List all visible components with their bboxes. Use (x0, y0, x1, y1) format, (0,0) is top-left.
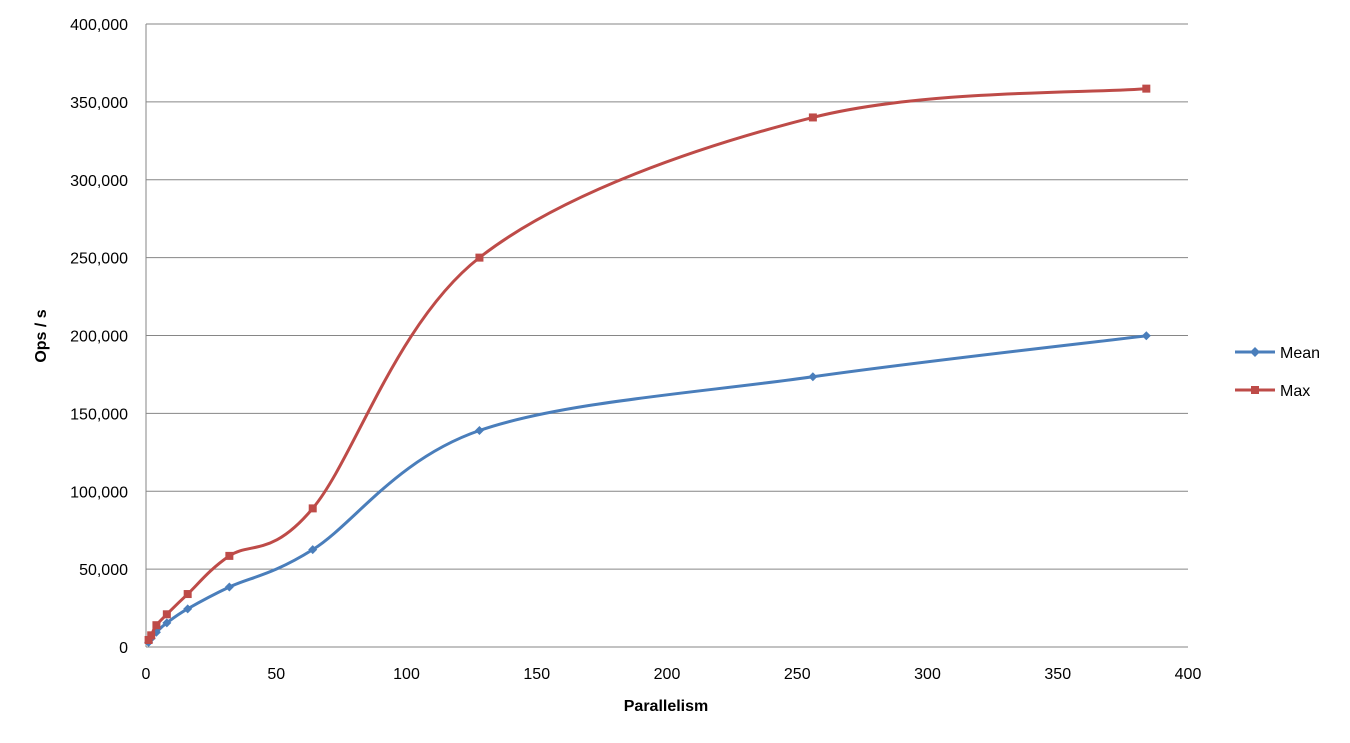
legend-item-mean: Mean (1235, 345, 1320, 362)
series-line-mean (147, 334, 1148, 644)
data-point-max (152, 621, 161, 630)
y-tick-label: 250,000 (70, 251, 128, 268)
x-tick-label: 200 (654, 666, 681, 683)
y-tick-label: 200,000 (70, 329, 128, 346)
y-tick-label: 400,000 (70, 17, 128, 34)
y-tick-label: 350,000 (70, 95, 128, 112)
x-tick-label: 300 (914, 666, 941, 683)
legend-marker-mean (1250, 347, 1260, 357)
x-tick-label: 0 (142, 666, 151, 683)
legend-marker-max (1251, 386, 1259, 394)
legend-item-max: Max (1235, 383, 1310, 400)
data-point-max (144, 635, 153, 644)
data-point-mean (224, 582, 234, 592)
y-tick-label: 100,000 (70, 484, 128, 501)
y-tick-label: 50,000 (79, 562, 128, 579)
x-tick-label: 350 (1044, 666, 1071, 683)
axes (145, 24, 1188, 648)
y-tick-label: 0 (119, 640, 128, 657)
x-tick-label: 50 (267, 666, 285, 683)
x-tick-label: 250 (784, 666, 811, 683)
data-point-mean (474, 426, 484, 436)
y-axis-title: Ops / s (33, 309, 50, 362)
data-point-mean (808, 372, 818, 382)
data-point-max (225, 551, 234, 560)
data-point-mean (183, 604, 193, 614)
data-point-max (147, 631, 156, 640)
data-point-mean (162, 618, 172, 628)
data-point-max (1142, 84, 1151, 93)
legend-label-mean: Mean (1280, 345, 1320, 362)
plot-area (144, 84, 1151, 647)
legend-label-max: Max (1280, 383, 1310, 400)
x-tick-label: 150 (523, 666, 550, 683)
data-point-max (475, 253, 484, 262)
data-point-mean (1141, 331, 1151, 341)
legend: Mean Max (1235, 345, 1320, 400)
data-point-max (183, 590, 192, 599)
gridlines (146, 23, 1188, 570)
data-point-mean (308, 545, 318, 555)
tick-labels: 0 50,000 100,000 150,000 200,000 250,000 300,0… (70, 17, 1201, 683)
data-point-max (162, 610, 171, 619)
y-tick-label: 300,000 (70, 173, 128, 190)
data-point-max (808, 113, 817, 122)
x-tick-label: 100 (393, 666, 420, 683)
data-point-max (308, 504, 317, 513)
y-tick-label: 150,000 (70, 406, 128, 423)
x-axis-title: Parallelism (624, 698, 709, 715)
x-tick-label: 400 (1175, 666, 1202, 683)
